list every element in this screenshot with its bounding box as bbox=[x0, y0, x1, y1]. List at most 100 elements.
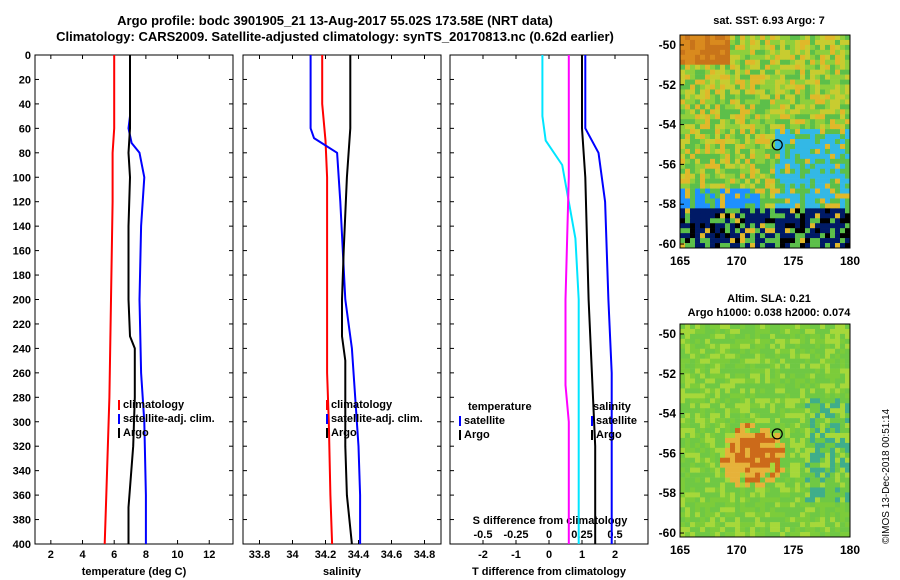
map-cell bbox=[800, 193, 806, 199]
title-line2: Climatology: CARS2009. Satellite-adjuste… bbox=[56, 29, 614, 44]
map-cell bbox=[795, 243, 801, 249]
map-cell bbox=[730, 104, 736, 110]
map-cell bbox=[810, 69, 816, 75]
map-cell bbox=[705, 457, 711, 463]
map-cell bbox=[790, 393, 796, 399]
map-cell bbox=[765, 442, 771, 449]
map-cell bbox=[715, 54, 721, 61]
map-cell bbox=[820, 134, 826, 140]
imos-stamp: ©IMOS 13-Dec-2018 00:51:14 bbox=[881, 408, 892, 544]
map-cell bbox=[770, 393, 776, 399]
map-cell bbox=[695, 353, 701, 359]
map-cell bbox=[800, 482, 806, 488]
map-cell bbox=[745, 507, 751, 513]
map-cell bbox=[760, 413, 766, 419]
map-cell bbox=[800, 129, 806, 135]
map-cell bbox=[680, 208, 686, 214]
map-cell bbox=[840, 522, 846, 528]
map-cell bbox=[815, 487, 821, 493]
map-cell bbox=[710, 472, 716, 478]
map-cell bbox=[775, 353, 781, 359]
map-cell bbox=[695, 158, 701, 165]
map-cell bbox=[695, 69, 701, 75]
map-cell bbox=[840, 442, 846, 449]
map-cell bbox=[690, 378, 696, 384]
map-cell bbox=[825, 338, 831, 345]
map-cell bbox=[720, 213, 726, 219]
map-cell bbox=[805, 403, 811, 409]
map-cell bbox=[840, 64, 846, 70]
map-cell bbox=[780, 447, 786, 454]
map-cell bbox=[780, 343, 786, 350]
map-ytick-label: -52 bbox=[659, 78, 677, 92]
map-cell bbox=[740, 238, 746, 244]
map-cell bbox=[700, 333, 706, 340]
map-cell bbox=[765, 487, 771, 493]
map-cell bbox=[805, 69, 811, 75]
map-cell bbox=[830, 168, 836, 174]
map-cell bbox=[705, 452, 711, 459]
map-cell bbox=[710, 423, 716, 429]
map-cell bbox=[745, 522, 751, 528]
map-cell bbox=[805, 398, 811, 404]
map-cell bbox=[735, 148, 741, 155]
map-cell bbox=[780, 432, 786, 439]
map-cell bbox=[740, 403, 746, 409]
map-cell bbox=[840, 203, 846, 209]
map-cell bbox=[785, 183, 791, 189]
map-cell bbox=[745, 492, 751, 498]
map-cell bbox=[795, 163, 801, 170]
map-cell bbox=[825, 418, 831, 424]
map-cell bbox=[700, 457, 706, 463]
map-cell bbox=[710, 437, 716, 444]
map-cell bbox=[760, 393, 766, 399]
map-cell bbox=[685, 373, 691, 379]
map-cell bbox=[720, 343, 726, 350]
legend-entry: Argo bbox=[596, 429, 622, 441]
map-cell bbox=[785, 472, 791, 478]
map-cell bbox=[840, 243, 846, 249]
map-cell bbox=[795, 507, 801, 513]
map-cell bbox=[715, 353, 721, 359]
map-cell bbox=[740, 378, 746, 384]
map-cell bbox=[815, 333, 821, 340]
map-ytick-label: -58 bbox=[659, 486, 677, 500]
map-cell bbox=[775, 89, 781, 95]
map-cell bbox=[795, 218, 801, 224]
map-cell bbox=[815, 378, 821, 384]
map-cell bbox=[750, 403, 756, 409]
map-cell bbox=[740, 208, 746, 214]
map-cell bbox=[815, 193, 821, 199]
map-cell bbox=[690, 54, 696, 61]
map-cell bbox=[680, 84, 686, 90]
map-cell bbox=[775, 168, 781, 174]
map-cell bbox=[745, 383, 751, 389]
map-cell bbox=[760, 109, 766, 115]
map-cell bbox=[695, 173, 701, 179]
map-cell bbox=[790, 203, 796, 209]
map-cell bbox=[770, 398, 776, 404]
map-cell bbox=[755, 408, 761, 414]
map-cell bbox=[805, 134, 811, 140]
map-cell bbox=[765, 393, 771, 399]
map-cell bbox=[800, 408, 806, 414]
map-cell bbox=[835, 457, 841, 463]
map-cell bbox=[680, 218, 686, 224]
map-cell bbox=[755, 173, 761, 179]
map-cell bbox=[770, 383, 776, 389]
map-cell bbox=[810, 383, 816, 389]
map-cell bbox=[785, 193, 791, 199]
map-cell bbox=[775, 119, 781, 125]
map-cell bbox=[840, 163, 846, 170]
map-cell bbox=[745, 143, 751, 150]
map-cell bbox=[685, 193, 691, 199]
map-cell bbox=[705, 233, 711, 239]
map-cell bbox=[800, 383, 806, 389]
map-cell bbox=[715, 163, 721, 170]
map-cell bbox=[800, 89, 806, 95]
map-cell bbox=[845, 462, 851, 468]
map-cell bbox=[820, 338, 826, 345]
map-cell bbox=[745, 457, 751, 463]
map-cell bbox=[820, 423, 826, 429]
map-cell bbox=[740, 35, 746, 41]
